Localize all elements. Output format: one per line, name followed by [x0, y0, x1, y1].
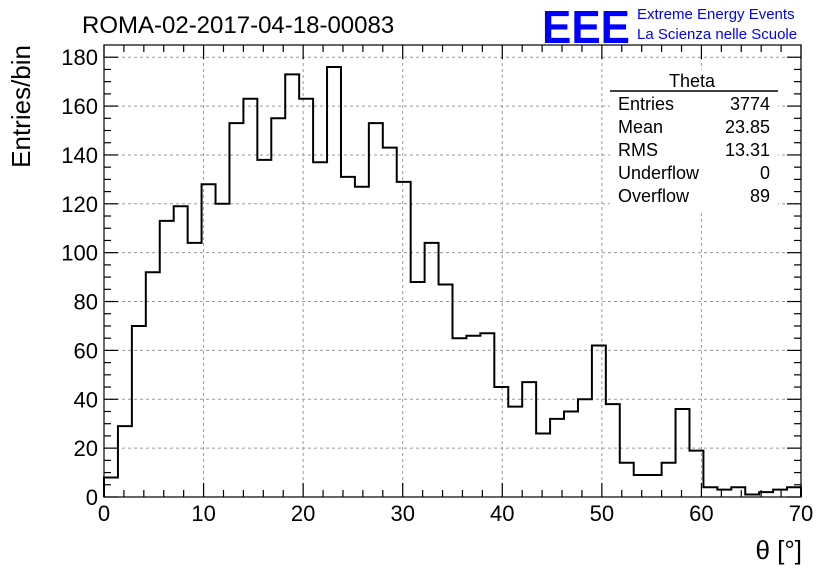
histogram-bin [383, 148, 397, 497]
y-tick-label: 80 [74, 290, 98, 315]
stats-row-label: Overflow [618, 186, 690, 206]
histogram-bin [257, 160, 271, 497]
stats-rows: Entries 3774 Mean 23.85 RMS 13.31 Underflow 0 Ov… [618, 94, 770, 206]
stats-row-label: Underflow [618, 163, 700, 183]
x-tick-labels: 0 10 20 30 40 50 60 70 [98, 501, 813, 526]
histogram-bin [550, 419, 564, 497]
histogram-bin [522, 382, 536, 497]
histogram-bin [132, 326, 146, 497]
plot-frame [103, 44, 802, 498]
eee-logo: EEE Extreme Energy Events La Scienza nel… [542, 1, 797, 53]
stats-row-label: RMS [618, 140, 658, 160]
histogram-bin [229, 123, 243, 497]
histogram-bin [773, 490, 787, 497]
histogram-bin [564, 411, 578, 497]
x-tick-label: 20 [291, 501, 315, 526]
histogram-bin [160, 221, 174, 497]
eee-logo-line2: La Scienza nelle Scuole [637, 26, 797, 43]
histogram-bin [676, 409, 690, 497]
y-tick-label: 180 [61, 45, 98, 70]
y-tick-label: 60 [74, 338, 98, 363]
stats-row-value: 0 [760, 163, 770, 183]
histogram-bin [313, 162, 327, 497]
histogram-bin [369, 123, 383, 497]
y-tick-label: 40 [74, 387, 98, 412]
stats-box-title: Theta [669, 71, 716, 91]
histogram-bin [202, 184, 216, 497]
y-tick-label: 0 [86, 485, 98, 510]
y-axis-label: Entries/bin [6, 45, 36, 168]
histogram-bin [285, 74, 299, 497]
histogram-bin [146, 272, 160, 497]
axis-ticks [103, 45, 802, 498]
histogram-bin [104, 477, 118, 497]
stats-row-label: Mean [618, 117, 663, 137]
x-tick-label: 10 [191, 501, 215, 526]
stats-row-label: Entries [618, 94, 674, 114]
histogram-bin [216, 204, 230, 497]
x-tick-label: 40 [490, 501, 514, 526]
eee-logo-line1: Extreme Energy Events [637, 6, 795, 23]
y-tick-label: 120 [61, 192, 98, 217]
histogram-bin [703, 487, 717, 497]
chart-title: ROMA-02-2017-04-18-00083 [82, 12, 394, 39]
histogram-bin [717, 490, 731, 497]
histogram-bin [355, 187, 369, 497]
histogram-bin [271, 118, 285, 497]
histogram-bin [327, 67, 341, 497]
stats-row-value: 13.31 [725, 140, 770, 160]
histogram-bin [494, 387, 508, 497]
stats-row-value: 3774 [730, 94, 770, 114]
histogram-bin [341, 177, 355, 497]
stats-box: Theta Entries 3774 Mean 23.85 RMS 13.31 Underf… [610, 70, 778, 210]
histogram-bin [787, 487, 801, 497]
histogram-bin [439, 284, 453, 497]
histogram-bin [397, 182, 411, 497]
histogram-bin [411, 282, 425, 497]
y-tick-labels: 0 20 40 60 80 100 120 140 160 180 [61, 45, 98, 510]
x-axis-label: θ [°] [755, 535, 802, 565]
histogram-bin [606, 404, 620, 497]
histogram-bin [508, 407, 522, 497]
x-tick-label: 70 [789, 501, 813, 526]
stats-box-background [610, 70, 778, 210]
y-tick-label: 140 [61, 143, 98, 168]
histogram-bin [453, 338, 467, 497]
histogram-bin [118, 426, 132, 497]
y-tick-label: 100 [61, 241, 98, 266]
x-tick-label: 30 [390, 501, 414, 526]
histogram-bin [480, 333, 494, 497]
histogram-bin [731, 487, 745, 497]
stats-row-value: 23.85 [725, 117, 770, 137]
histogram-bin [662, 463, 676, 497]
stats-row-value: 89 [750, 186, 770, 206]
histogram-bin [466, 336, 480, 497]
histogram-bin [648, 475, 662, 497]
histogram-bin [174, 206, 188, 497]
histogram-bin [592, 346, 606, 497]
histogram-bin [578, 399, 592, 497]
histogram-bin [425, 243, 439, 497]
histogram-bin [299, 99, 313, 497]
histogram-bin [188, 243, 202, 497]
histogram-bin [243, 99, 257, 497]
y-tick-label: 160 [61, 94, 98, 119]
eee-logo-mark: EEE [542, 1, 630, 53]
x-tick-label: 50 [590, 501, 614, 526]
histogram-bin [634, 475, 648, 497]
histogram-outline [103, 65, 802, 497]
x-tick-label: 0 [98, 501, 110, 526]
y-tick-label: 20 [74, 436, 98, 461]
x-tick-label: 60 [689, 501, 713, 526]
histogram-bin [536, 433, 550, 497]
